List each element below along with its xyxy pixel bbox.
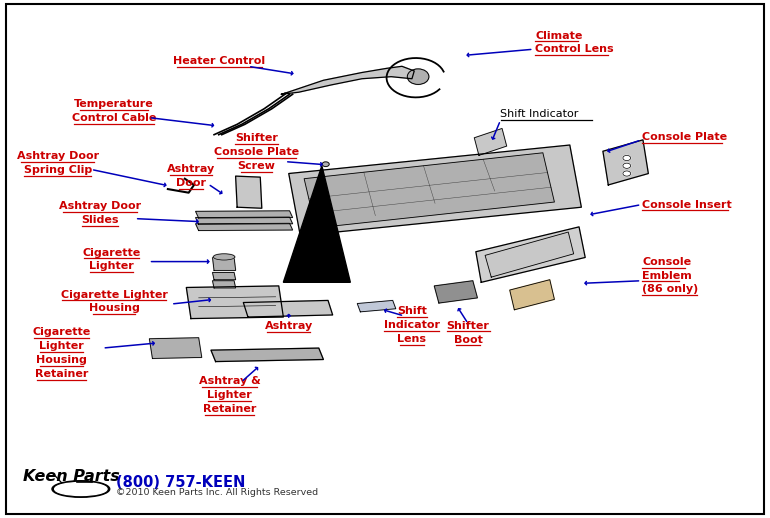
Text: Retainer: Retainer [203,404,256,414]
Text: Cigarette: Cigarette [82,248,141,257]
Polygon shape [476,227,585,282]
Text: Shift: Shift [397,306,427,316]
Polygon shape [196,217,293,224]
Text: Console Plate: Console Plate [642,132,728,142]
Polygon shape [603,140,648,185]
Polygon shape [236,176,262,208]
Text: Console Insert: Console Insert [642,199,732,210]
Text: Ashtray &: Ashtray & [199,377,260,386]
Text: Temperature: Temperature [74,99,154,109]
Ellipse shape [322,162,329,167]
Text: Lighter: Lighter [39,341,84,351]
Polygon shape [283,166,350,282]
Polygon shape [211,348,323,362]
Ellipse shape [623,171,631,176]
Text: Ashtray Door: Ashtray Door [59,202,141,211]
Polygon shape [485,232,574,277]
Polygon shape [289,145,581,236]
Text: ©2010 Keen Parts Inc. All Rights Reserved: ©2010 Keen Parts Inc. All Rights Reserve… [116,487,317,497]
Text: (800) 757-KEEN: (800) 757-KEEN [116,476,245,490]
Text: Shifter: Shifter [447,321,490,330]
Polygon shape [213,272,236,280]
Text: Housing: Housing [89,304,139,313]
Polygon shape [434,281,477,303]
Text: (86 only): (86 only) [642,284,698,294]
Text: Screw: Screw [237,161,276,171]
Text: Boot: Boot [454,335,483,344]
Text: Housing: Housing [36,355,87,365]
Polygon shape [213,257,236,270]
Text: Retainer: Retainer [35,369,89,379]
Text: Heater Control: Heater Control [173,56,266,66]
Text: Control Lens: Control Lens [535,45,614,54]
Ellipse shape [55,483,107,495]
Text: Shift Indicator: Shift Indicator [500,109,579,119]
Text: Slides: Slides [82,215,119,225]
Text: Lens: Lens [397,334,427,343]
Polygon shape [186,286,283,319]
Ellipse shape [52,481,109,497]
Polygon shape [357,300,396,312]
Text: Keen Parts: Keen Parts [23,469,120,484]
Text: Console Plate: Console Plate [214,147,299,157]
Text: Shifter: Shifter [235,134,278,143]
Polygon shape [196,211,293,218]
Text: Ashtray: Ashtray [167,164,215,174]
Text: Console: Console [642,257,691,267]
Polygon shape [213,281,236,288]
Polygon shape [243,300,333,317]
Polygon shape [474,128,507,155]
Text: Spring Clip: Spring Clip [24,165,92,175]
Ellipse shape [623,155,631,161]
Text: Emblem: Emblem [642,270,692,281]
Text: Control Cable: Control Cable [72,113,156,123]
Text: Ashtray Door: Ashtray Door [17,151,99,161]
Text: Lighter: Lighter [207,390,252,400]
Text: Climate: Climate [535,31,583,40]
Text: Ashtray: Ashtray [265,321,313,332]
Polygon shape [510,280,554,310]
Polygon shape [281,66,414,94]
Text: Cigarette: Cigarette [32,327,91,337]
Polygon shape [196,223,293,231]
Polygon shape [304,153,554,228]
Text: Door: Door [176,178,206,188]
Polygon shape [149,338,202,358]
Text: Lighter: Lighter [89,262,134,271]
Ellipse shape [407,69,429,84]
Ellipse shape [623,163,631,168]
Text: Cigarette Lighter: Cigarette Lighter [61,290,167,299]
Ellipse shape [213,254,235,260]
FancyBboxPatch shape [6,4,764,514]
Text: Indicator: Indicator [384,320,440,330]
